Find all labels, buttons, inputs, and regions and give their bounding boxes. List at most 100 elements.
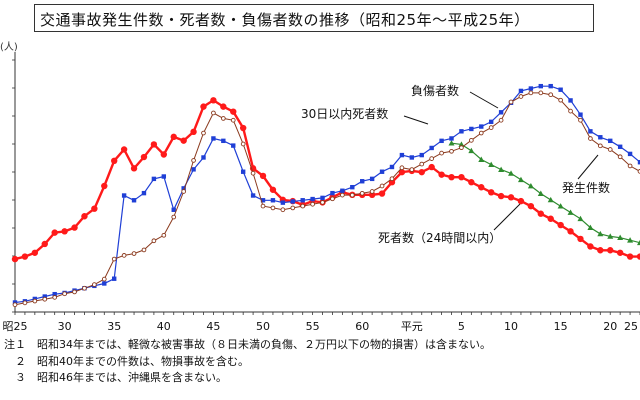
data-point <box>478 184 485 191</box>
data-point <box>518 94 524 99</box>
data-point <box>449 136 454 141</box>
data-point <box>429 156 435 161</box>
data-point <box>51 229 58 236</box>
data-point <box>528 90 534 96</box>
data-point <box>379 169 385 174</box>
data-point <box>389 176 395 182</box>
data-point <box>398 168 406 176</box>
data-point <box>171 207 176 212</box>
data-point <box>488 161 495 167</box>
data-point <box>240 141 246 147</box>
data-point <box>101 182 108 190</box>
data-point <box>151 238 157 244</box>
chart-title-box <box>34 4 594 32</box>
data-point <box>468 179 475 186</box>
data-point <box>588 129 593 134</box>
note-2: ２ 昭和40年までの件数は、物損事故を含む。 <box>4 355 249 368</box>
data-point <box>587 224 594 230</box>
data-point <box>368 191 376 199</box>
data-point <box>567 228 574 235</box>
data-point <box>517 197 525 205</box>
data-point <box>587 243 594 250</box>
data-point <box>259 172 267 180</box>
data-point <box>418 168 425 176</box>
data-point <box>81 213 88 220</box>
data-point <box>121 253 127 258</box>
data-point <box>479 124 484 129</box>
data-point <box>42 296 48 302</box>
data-point <box>61 228 68 235</box>
data-point <box>231 143 236 148</box>
data-point <box>478 130 484 136</box>
data-point <box>459 129 464 134</box>
data-point <box>568 108 573 114</box>
data-point <box>527 183 534 189</box>
data-point <box>191 158 196 163</box>
data-point <box>330 190 335 196</box>
data-point <box>379 183 385 189</box>
data-point <box>527 202 535 210</box>
data-point <box>607 247 614 254</box>
data-point <box>627 237 634 243</box>
data-point <box>112 276 117 281</box>
data-point <box>260 203 266 209</box>
chart-axes <box>12 52 640 315</box>
data-point <box>399 165 405 171</box>
data-point <box>578 117 583 123</box>
data-point <box>419 161 425 167</box>
x-tick-label: 20 <box>603 320 617 333</box>
data-point <box>230 117 236 123</box>
data-point <box>488 125 494 130</box>
data-point <box>161 232 167 238</box>
data-point <box>409 155 415 160</box>
data-point <box>269 186 277 193</box>
data-point <box>141 247 147 253</box>
data-point <box>607 147 613 152</box>
data-point <box>558 97 563 103</box>
data-point <box>41 240 48 248</box>
data-point <box>250 170 256 176</box>
data-point <box>478 156 485 162</box>
y-axis-unit-fragment: (人) <box>0 42 18 53</box>
series-line <box>14 98 640 261</box>
annotation-injured: 負傷者数 <box>411 83 459 98</box>
data-point <box>22 300 28 306</box>
data-point <box>141 190 147 196</box>
data-point <box>458 141 465 147</box>
data-point <box>557 221 564 229</box>
data-point <box>52 295 58 300</box>
data-point <box>300 203 306 209</box>
data-point <box>62 291 67 297</box>
data-point <box>92 282 97 287</box>
data-point <box>131 251 137 256</box>
data-point <box>597 143 603 149</box>
data-point <box>181 186 186 191</box>
annotation-deaths24: 死者数（24時間以内） <box>378 230 501 245</box>
data-point <box>459 145 464 151</box>
annotation-accidents-pointer <box>577 154 599 180</box>
x-tick-labels: 昭25 30 35 40 45 50 55 60 平元 5 10 15 20 25 <box>3 320 639 333</box>
data-point <box>448 173 455 181</box>
data-point <box>230 108 237 115</box>
x-tick-label: 40 <box>157 320 171 333</box>
data-point <box>270 198 276 203</box>
data-point <box>260 198 266 203</box>
data-point <box>577 215 584 222</box>
data-point <box>210 97 217 104</box>
data-point <box>507 194 515 201</box>
data-point <box>181 189 187 194</box>
data-point <box>538 90 544 96</box>
data-point <box>11 255 19 263</box>
data-point <box>458 173 465 181</box>
data-point <box>121 193 127 198</box>
data-point <box>616 249 624 256</box>
data-point <box>300 198 305 203</box>
data-point <box>517 176 524 183</box>
data-point <box>487 189 495 196</box>
x-tick-label: 35 <box>107 320 121 333</box>
data-point <box>547 196 554 203</box>
data-point <box>201 130 206 136</box>
data-point <box>508 170 515 176</box>
data-point <box>627 151 633 157</box>
